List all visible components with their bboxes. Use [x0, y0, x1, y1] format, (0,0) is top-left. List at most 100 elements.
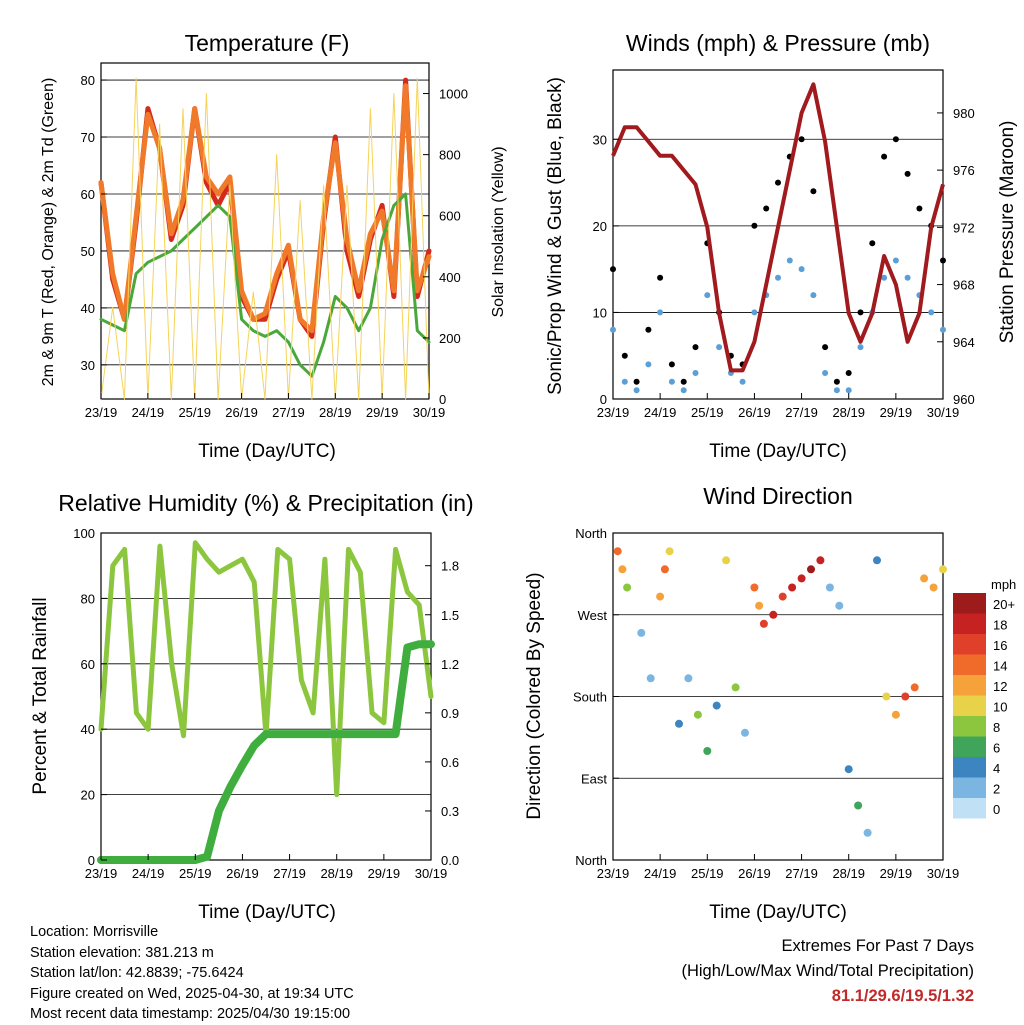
y2-tick-label: 976	[953, 163, 975, 178]
direction-point	[788, 583, 797, 592]
direction-point	[939, 565, 947, 574]
direction-point	[703, 747, 712, 755]
wind-point	[833, 378, 840, 385]
direction-point	[755, 601, 764, 610]
y-tick-label: 100	[73, 526, 95, 541]
y2-tick-label: 968	[953, 278, 975, 293]
humidity-title: Relative Humidity (%) & Precipitation (i…	[58, 490, 473, 516]
wind-point	[657, 309, 664, 316]
x-tick-label: 24/19	[644, 866, 677, 881]
y2-tick-label: 972	[953, 220, 975, 235]
y-tick-label: 40	[81, 722, 95, 737]
wind-point	[916, 205, 923, 212]
y-tick-label: 0	[88, 853, 95, 868]
wind-point	[621, 378, 628, 385]
wind-point	[940, 257, 946, 264]
x-tick-label: 30/19	[413, 405, 446, 420]
wind-point	[845, 370, 852, 376]
x-tick-label: 28/19	[320, 866, 353, 881]
wind-point	[716, 344, 723, 351]
temperature-panel: Temperature (F) 30 40 50 60 70 80 0 200 400 600 8…	[40, 30, 507, 462]
humidity-panel: Relative Humidity (%) & Precipitation (i…	[30, 490, 474, 923]
x-tick-label: 26/19	[226, 866, 259, 881]
x-tick-label: 23/19	[597, 405, 630, 420]
y2-tick-label: 1.8	[441, 559, 459, 574]
wind-point	[928, 309, 935, 316]
colorbar-swatch	[953, 736, 986, 757]
colorbar-label: 18	[993, 618, 1007, 633]
wind-point	[845, 387, 852, 394]
x-tick-label: 27/19	[273, 866, 306, 881]
pressure-line	[611, 82, 945, 373]
extremes-box: Extremes For Past 7 Days (High/Low/Max W…	[681, 934, 974, 1009]
info-latlon: Station lat/lon: 42.8839; -75.6424	[30, 965, 244, 981]
wind-point	[857, 344, 864, 351]
extremes-heading: Extremes For Past 7 Days	[781, 937, 974, 955]
wind-point	[680, 378, 687, 385]
x-tick-label: 30/19	[415, 866, 448, 881]
y2-tick-label: 0.6	[441, 755, 459, 770]
x-tick-label: 26/19	[738, 405, 771, 420]
wind-point	[775, 179, 781, 186]
direction-tick-label: West	[578, 608, 608, 623]
x-tick-label: 24/19	[132, 405, 165, 420]
x-tick-label: 29/19	[880, 405, 913, 420]
colorbar-label: 10	[993, 700, 1007, 715]
y-tick-label: 30	[593, 132, 607, 147]
direction-point	[844, 765, 853, 774]
direction-point	[816, 556, 825, 565]
direction-point	[873, 556, 881, 565]
y-tick-label: 0	[600, 392, 607, 407]
direction-point	[778, 592, 787, 601]
colorbar-swatch	[953, 593, 986, 614]
colorbar-swatch	[953, 654, 986, 675]
x-tick-label: 26/19	[738, 866, 771, 881]
direction-point	[759, 619, 768, 628]
wind-point	[704, 292, 711, 299]
y-tick-label: 70	[81, 130, 95, 145]
direction-point	[693, 710, 702, 719]
direction-point	[882, 692, 891, 701]
colorbar-label: 6	[993, 741, 1000, 756]
colorbar-title: mph	[991, 577, 1016, 592]
direction-point	[613, 547, 622, 556]
y-tick-label: 80	[81, 73, 95, 88]
direction-point	[741, 728, 749, 737]
x-tick-label: 27/19	[785, 405, 818, 420]
y2-tick-label: 200	[439, 331, 461, 346]
x-tick-label: 25/19	[691, 405, 724, 420]
temperature-ylabel-right: Solar Insolation (Yellow)	[490, 146, 507, 317]
direction-tick-label: South	[573, 690, 607, 705]
wind-point	[810, 292, 817, 299]
wind-point	[692, 370, 699, 376]
direction-point	[665, 547, 674, 556]
x-tick-label: 29/19	[880, 866, 913, 881]
direction-point	[675, 719, 683, 728]
direction-point	[910, 683, 919, 692]
winds-panel: Winds (mph) & Pressure (mb) 0 10 20 30 960 9…	[545, 30, 1018, 462]
direction-point	[637, 628, 646, 637]
y-tick-label: 30	[81, 358, 95, 373]
wind-point	[798, 136, 805, 143]
wind-point	[892, 257, 899, 264]
wind-point	[692, 344, 699, 351]
wind-point	[810, 188, 817, 195]
direction-point	[901, 692, 910, 701]
colorbar-swatch	[953, 675, 986, 696]
colorbar-swatch	[953, 716, 986, 737]
wind-point	[763, 205, 770, 212]
colorbar-label: 2	[993, 782, 1000, 797]
x-tick-label: 29/19	[368, 866, 401, 881]
x-tick-label: 23/19	[85, 405, 118, 420]
info-location: Location: Morrisville	[30, 924, 159, 940]
wind-point	[633, 378, 640, 385]
colorbar-swatch	[953, 757, 986, 778]
colorbar-label: 14	[993, 659, 1007, 674]
colorbar-label: 16	[993, 638, 1007, 653]
y2-tick-label: 0.0	[441, 853, 459, 868]
colorbar-swatch	[953, 798, 986, 819]
humidity-ylabel-left: Percent & Total Rainfall	[30, 597, 51, 794]
direction-point	[825, 583, 834, 592]
x-tick-label: 26/19	[225, 405, 258, 420]
